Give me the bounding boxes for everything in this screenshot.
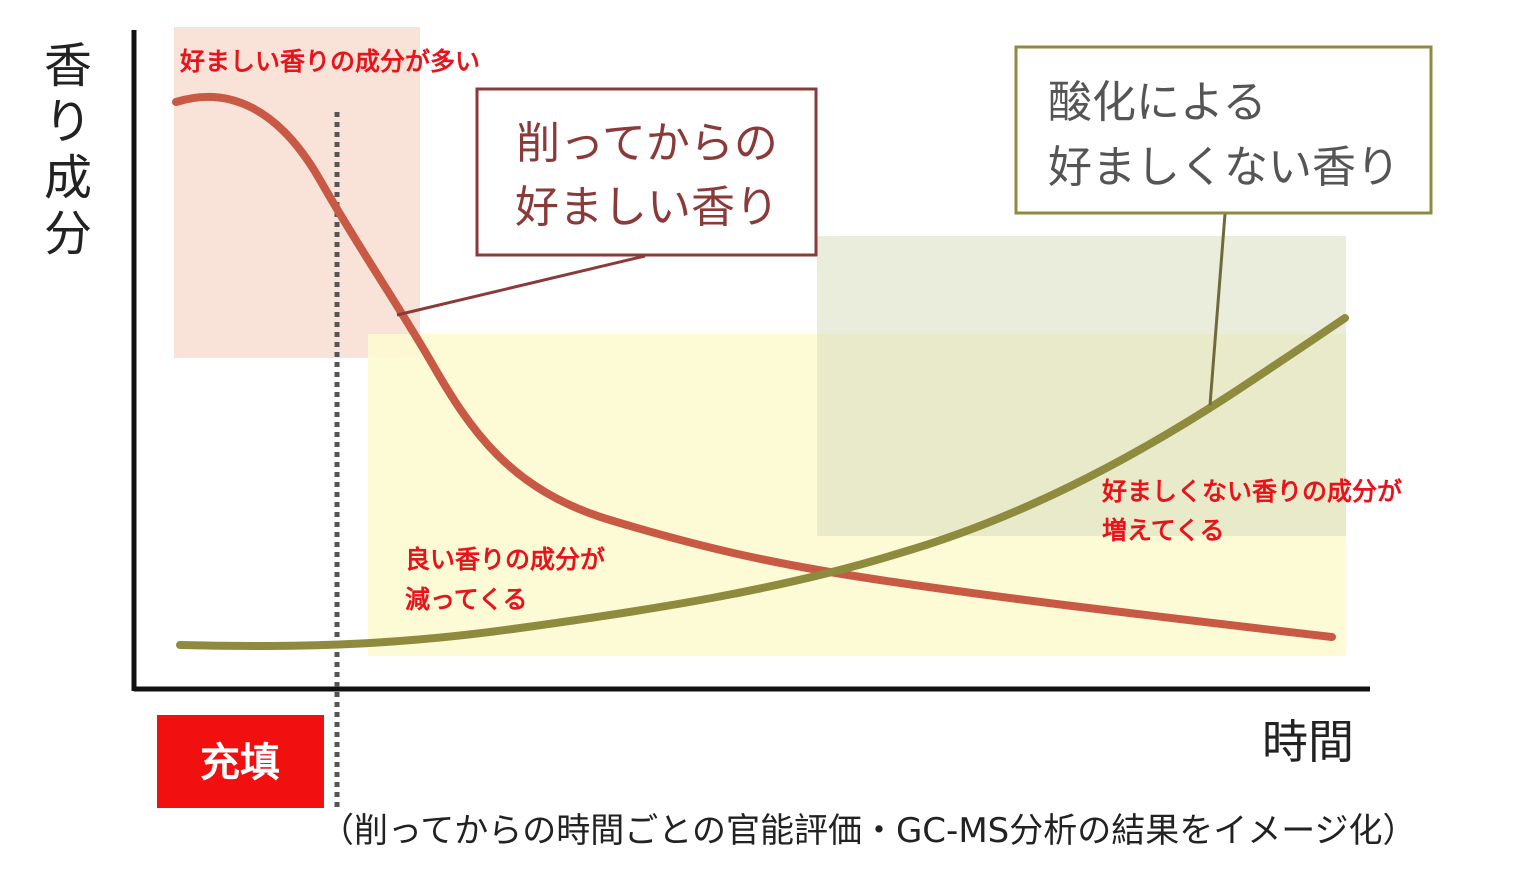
callout-text-oxidation-line1: 酸化による [1048,77,1267,128]
fill-badge-label: 充填 [200,740,280,786]
x-axis-label: 時間 [1262,715,1354,769]
callout-text-favorable-line1: 削ってからの [516,118,778,169]
callout-text-oxidation-line2: 好ましくない香り [1048,142,1400,193]
callout-leader-oxidation [1208,213,1227,406]
region-oxidation-highlight [817,236,1346,536]
callout-box-favorable [475,87,818,257]
y-axis-label-char: 成 [44,150,92,206]
annotation-many-favorable: 好ましい香りの成分が多い [179,47,480,76]
fill-badge [157,715,324,808]
annotation-decreasing-line1: 良い香りの成分が [405,545,605,574]
annotation-increasing-line2: 増えてくる [1102,516,1225,545]
y-axis-label: 香り成分 [44,38,92,262]
y-axis-label-char: 香 [44,38,92,94]
annotation-increasing-line1: 好ましくない香りの成分が [1101,477,1402,506]
series-line-favorable [172,92,1336,641]
callout-leader-favorable [396,254,646,317]
callout-box-oxidation [1014,45,1433,215]
callout-text-favorable-line2: 好ましい香り [515,182,779,233]
region-early-highlight [174,27,420,358]
series-line-oxidation [176,314,1349,651]
y-axis-label-char: り [44,94,92,150]
y-axis-label-char: 分 [44,206,92,262]
chart-caption: （削ってからの時間ごとの官能評価・GC-MS分析の結果をイメージ化） [320,811,1417,851]
annotation-decreasing-line2: 減ってくる [405,585,528,614]
